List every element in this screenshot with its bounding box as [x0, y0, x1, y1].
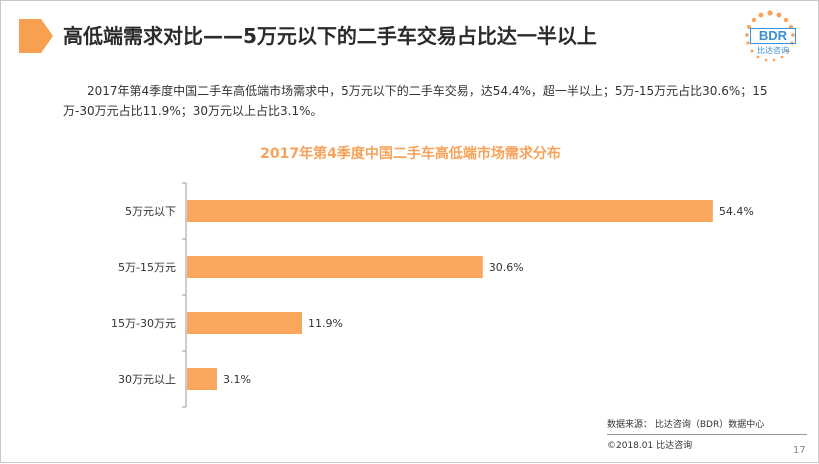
page-number: 17 — [793, 445, 806, 456]
bdr-logo-icon — [745, 10, 795, 62]
copyright: ©2018.01 比达咨询 — [607, 441, 693, 451]
data-label: 3.1% — [223, 373, 251, 386]
bar — [187, 312, 303, 334]
data-label: 54.4% — [719, 205, 754, 218]
data-source: 数据来源： 比达咨询（BDR）数据中心 — [607, 420, 765, 430]
category-label: 5万-15万元 — [118, 261, 176, 274]
bar — [187, 200, 713, 222]
title-marker-icon — [19, 19, 53, 53]
data-label: 30.6% — [489, 261, 524, 274]
bar — [187, 368, 217, 390]
chart-title: 2017年第4季度中国二手车高低端市场需求分布 — [260, 146, 561, 162]
page-title: 高低端需求对比——5万元以下的二手车交易占比达一半以上 — [63, 24, 597, 48]
data-label: 11.9% — [308, 317, 343, 330]
logo-subtext: 比达咨询 — [757, 46, 789, 55]
logo-text: BDR — [750, 28, 796, 44]
category-label: 5万元以下 — [125, 205, 176, 218]
category-label: 15万-30万元 — [111, 317, 176, 330]
summary-text: 2017年第4季度中国二手车高低端市场需求中，5万元以下的二手车交易，达54.4… — [63, 84, 768, 118]
footer-divider — [607, 434, 807, 435]
category-label: 30万元以上 — [118, 373, 176, 386]
bar — [187, 256, 483, 278]
